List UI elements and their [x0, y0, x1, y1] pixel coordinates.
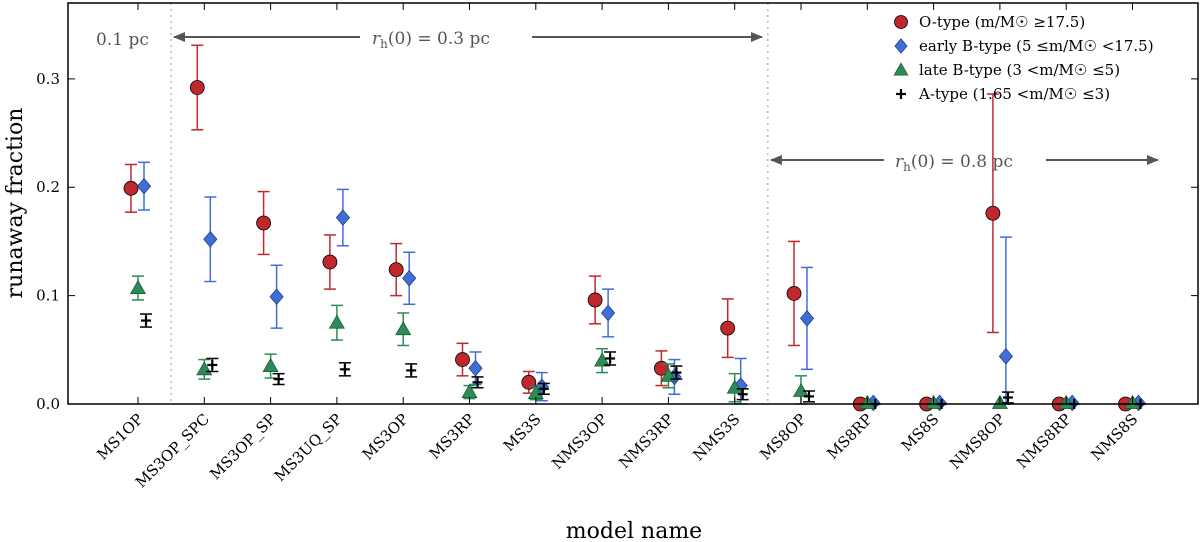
legend-entry: late B-type (3 <m/M☉ ≤5): [919, 61, 1120, 79]
data-point: [129, 279, 147, 294]
data-point: [273, 374, 284, 385]
data-marks: [123, 44, 1146, 412]
data-point: [799, 310, 815, 327]
data-point: [1002, 392, 1013, 403]
series-plus: [140, 313, 1146, 409]
x-tick-label: MS8S: [898, 410, 943, 455]
legend: O-type (m/M☉ ≥17.5) early B-type (5 ≤m/M☉…: [893, 13, 1154, 103]
data-point: [339, 364, 350, 375]
series-diamond: [136, 161, 1146, 412]
plot-frame: [67, 2, 1199, 405]
legend-entry: O-type (m/M☉ ≥17.5): [919, 13, 1085, 31]
data-point: [328, 314, 345, 329]
data-point: [203, 230, 218, 248]
data-point: [671, 367, 682, 378]
data-point: [256, 215, 272, 231]
y-tick-label: 0.1: [36, 287, 60, 305]
region-annotations: 0.1 pc rh(0) = 0.3 pc rh(0) = 0.8 pc: [96, 29, 1159, 174]
data-point: [123, 180, 139, 196]
data-point: [472, 377, 483, 388]
data-point: [792, 382, 810, 397]
series-circle: [123, 44, 1133, 412]
data-point: [521, 374, 537, 390]
y-axis-title: runaway fraction: [3, 108, 28, 299]
data-point: [322, 254, 338, 270]
data-point: [189, 80, 205, 95]
x-tick-label: NMS3S: [689, 410, 743, 464]
legend-marker: [893, 62, 909, 76]
y-tick-label: 0.2: [36, 178, 60, 196]
data-point: [786, 286, 802, 301]
data-point: [538, 383, 549, 394]
data-point: [402, 269, 417, 287]
data-point: [461, 383, 478, 398]
x-tick-label: MS3OP_SP: [206, 410, 279, 483]
data-point: [737, 389, 748, 400]
x-tick-label: NMS8S: [1087, 410, 1141, 464]
x-tick-label: MS3UQ_SP: [271, 410, 346, 485]
data-point: [455, 352, 470, 367]
x-axis-title: model name: [566, 519, 702, 542]
region-dividers: [170, 3, 769, 404]
x-tick-label: MS3OP: [359, 410, 412, 463]
x-tick-label: NMS3RP: [615, 410, 677, 472]
y-tick-label: 0.3: [36, 70, 60, 88]
x-tick-label: NMS3OP: [548, 410, 611, 473]
data-point: [998, 347, 1013, 365]
x-tick-label: MS1OP: [93, 410, 146, 463]
data-point: [136, 177, 152, 195]
data-point: [141, 315, 151, 326]
data-point: [262, 357, 279, 372]
data-point: [804, 391, 814, 402]
annotation-rh: rh(0) = 0.3 pc: [372, 29, 490, 51]
data-point: [335, 209, 350, 226]
data-point: [985, 205, 1001, 221]
x-tick-label: NMS8RP: [1013, 410, 1075, 472]
data-point: [269, 288, 284, 306]
data-point: [406, 365, 417, 376]
data-point: [726, 379, 743, 394]
x-tick-label: MS8OP: [756, 410, 809, 463]
x-tick-label: NMS8OP: [946, 410, 1009, 473]
data-point: [594, 352, 611, 367]
legend-marker: [894, 15, 908, 29]
data-point: [395, 321, 412, 336]
data-point: [207, 359, 218, 370]
legend-entry: early B-type (5 ≤m/M☉ <17.5): [919, 37, 1154, 55]
x-tick-label: MS8RP: [823, 410, 876, 463]
x-tick-label: MS3RP: [426, 410, 479, 463]
data-point: [660, 367, 677, 382]
data-point: [388, 262, 404, 278]
data-point: [605, 353, 616, 364]
data-point: [468, 359, 483, 377]
series-triangle: [129, 275, 1141, 409]
annotation-rh: rh(0) = 0.8 pc: [895, 152, 1013, 174]
legend-marker: [894, 38, 908, 54]
data-point: [720, 320, 736, 336]
x-tick-label: MS3S: [500, 410, 545, 455]
data-point: [601, 304, 616, 322]
legend-marker: [896, 89, 906, 99]
data-point: [587, 292, 603, 308]
annotation-0p1pc: 0.1 pc: [96, 30, 149, 50]
y-tick-label: 0.0: [36, 395, 60, 413]
legend-entry: A-type (1.65 <m/M☉ ≤3): [918, 85, 1110, 103]
